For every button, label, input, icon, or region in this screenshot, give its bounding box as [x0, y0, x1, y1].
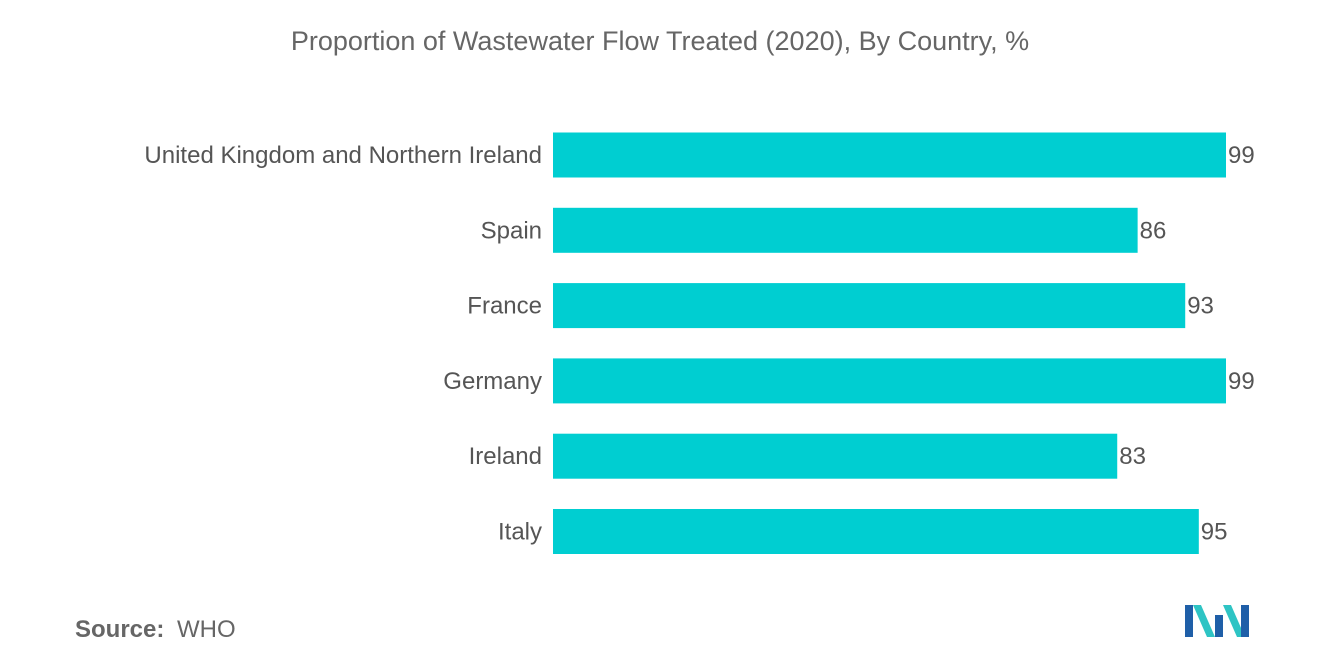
bars-layer: [553, 132, 1226, 554]
value-label: 83: [1119, 443, 1146, 470]
bar: [553, 433, 1118, 479]
chart-title: Proportion of Wastewater Flow Treated (2…: [291, 26, 1029, 56]
category-label: Italy: [498, 519, 542, 546]
value-label: 99: [1228, 368, 1255, 395]
category-label: Germany: [443, 368, 542, 395]
value-label: 95: [1201, 519, 1228, 546]
category-label: Ireland: [469, 443, 542, 470]
logo-right-stroke: [1241, 605, 1249, 637]
source-label: Source:: [75, 616, 164, 643]
logo-right-diagonal: [1223, 605, 1245, 637]
category-label: United Kingdom and Northern Ireland: [144, 142, 542, 169]
bar: [553, 283, 1186, 329]
category-label: France: [467, 293, 542, 320]
category-labels: United Kingdom and Northern Ireland Spain…: [144, 142, 542, 546]
category-label: Spain: [481, 217, 542, 244]
logo-mid-stroke: [1215, 615, 1223, 637]
value-label: 93: [1187, 293, 1214, 320]
value-label: 99: [1228, 142, 1255, 169]
source-value: WHO: [177, 616, 236, 643]
logo-left-stroke: [1185, 605, 1193, 637]
bar: [553, 358, 1226, 404]
bar: [553, 132, 1226, 178]
bar: [553, 207, 1138, 253]
value-label: 86: [1140, 217, 1167, 244]
logo-left-diagonal: [1193, 605, 1215, 637]
bar: [553, 509, 1199, 554]
value-labels: 99 86 93 99 83 95: [1119, 142, 1254, 546]
mordor-intelligence-logo: [1185, 605, 1249, 637]
